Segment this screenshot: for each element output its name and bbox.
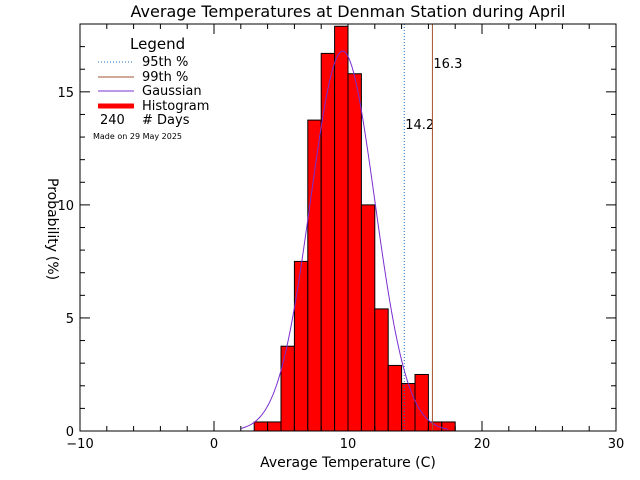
legend: Legend 95th % 99th % Gaussian Histogram …: [93, 35, 209, 141]
y-tick-label: 10: [57, 199, 74, 214]
histogram-bar-7: [347, 73, 362, 432]
y-axis-unit: (%): [44, 256, 60, 280]
y-tick-label: 0: [66, 425, 74, 440]
histogram-bar-8: [360, 204, 376, 432]
x-tick-label: 30: [608, 437, 625, 452]
histogram-bar-4: [307, 119, 322, 432]
credit-text: Made on 29 May 2025: [93, 132, 182, 141]
legend-label-95th: 95th %: [142, 55, 188, 70]
percentile-lines: 14.2 16.3: [403, 24, 462, 431]
x-tick-label: 20: [474, 437, 491, 452]
legend-label-gaussian: Gaussian: [142, 84, 202, 99]
histogram-bar-5: [320, 52, 336, 432]
chart-title: Average Temperatures at Denman Station d…: [131, 2, 566, 21]
histogram-bar-6: [334, 25, 349, 432]
x-tick-label: −10: [66, 437, 93, 452]
y-tick-label: 5: [66, 312, 74, 327]
histogram-bar-11: [401, 383, 416, 432]
legend-label-99th: 99th %: [142, 70, 188, 85]
histogram-bar-1: [267, 421, 282, 432]
histogram-bar-13: [427, 421, 443, 432]
gaussian-curve: [240, 50, 449, 430]
histogram-bar-0: [253, 421, 269, 432]
y-tick-label: 15: [57, 86, 74, 101]
histogram-bar-2: [280, 345, 295, 432]
y-axis-label: Probability: [44, 178, 60, 252]
histogram-bar-12: [414, 373, 429, 432]
legend-count-label: # Days: [142, 113, 190, 128]
histogram-bar-14: [441, 421, 456, 432]
histogram-bar-3: [293, 260, 309, 432]
legend-title: Legend: [130, 35, 185, 53]
percentile-label-99th: 16.3: [433, 57, 462, 72]
x-tick-label: 10: [340, 437, 357, 452]
histogram-bar-10: [387, 364, 403, 432]
x-tick-label: 0: [210, 437, 218, 452]
histogram-bar-9: [374, 308, 389, 432]
x-axis-label: Average Temperature (C): [260, 455, 436, 471]
percentile-label-95th: 14.2: [405, 118, 434, 133]
legend-label-histogram: Histogram: [142, 99, 209, 114]
legend-count-value: 240: [100, 113, 125, 128]
histogram-bars: [253, 25, 456, 432]
